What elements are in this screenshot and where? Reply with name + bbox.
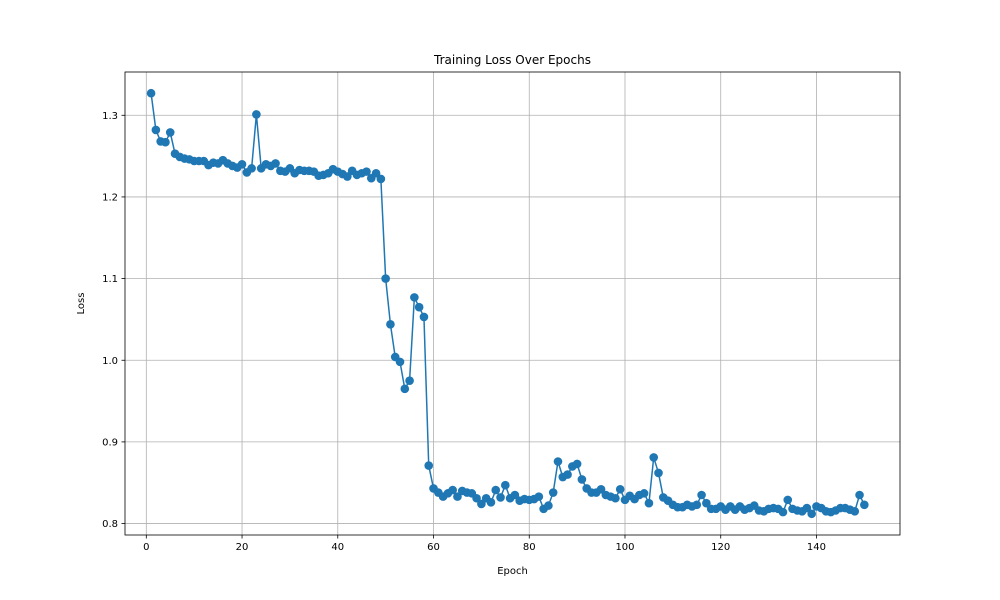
- x-axis-label: Epoch: [497, 566, 528, 577]
- data-point: [496, 493, 505, 502]
- x-tick-label: 60: [427, 542, 440, 553]
- series-loss: [146, 88, 869, 519]
- data-point: [611, 493, 620, 503]
- x-tick-label: 80: [523, 542, 536, 553]
- x-tick-label: 140: [807, 542, 826, 553]
- data-point: [247, 164, 256, 173]
- data-point: [252, 110, 261, 119]
- data-point: [343, 172, 352, 181]
- data-point: [424, 461, 434, 470]
- data-point: [400, 384, 410, 394]
- y-tick-label: 1.0: [102, 356, 118, 367]
- y-tick-label: 1.2: [102, 192, 118, 203]
- x-tick-label: 100: [615, 542, 634, 553]
- chart-title: Training Loss Over Epochs: [433, 53, 591, 67]
- data-point: [577, 475, 587, 484]
- data-point: [802, 503, 812, 513]
- data-point: [649, 453, 659, 462]
- data-point: [850, 507, 860, 516]
- data-point: [405, 376, 414, 385]
- data-point: [237, 159, 247, 169]
- axis-ticks: 0 20 40 60 80 100 120 140 0.8 0.9 1.0 1.1 1.2 1.3: [102, 111, 826, 553]
- data-point: [644, 498, 654, 508]
- data-point: [807, 509, 816, 519]
- data-point: [410, 293, 419, 302]
- data-point: [491, 485, 501, 495]
- data-point: [860, 500, 869, 510]
- data-point: [371, 168, 381, 178]
- data-point: [501, 480, 510, 490]
- data-point: [544, 501, 553, 510]
- data-point: [414, 302, 424, 312]
- data-point: [419, 312, 429, 322]
- data-point: [376, 174, 386, 184]
- y-tick-label: 0.8: [102, 519, 118, 530]
- y-tick-label: 1.1: [102, 274, 118, 285]
- data-point: [563, 470, 572, 479]
- data-point: [386, 320, 395, 329]
- y-tick-label: 1.3: [102, 111, 118, 122]
- data-point: [395, 357, 405, 367]
- data-point: [702, 498, 711, 508]
- data-point: [553, 457, 563, 466]
- x-tick-label: 20: [236, 542, 249, 553]
- grid-lines: [125, 72, 900, 535]
- data-point: [381, 274, 390, 283]
- y-axis-label: Loss: [76, 293, 87, 315]
- data-point: [778, 507, 788, 517]
- data-point: [362, 167, 371, 176]
- data-point: [654, 468, 663, 478]
- data-point: [855, 490, 864, 500]
- data-point: [165, 128, 175, 137]
- y-tick-label: 0.9: [102, 437, 118, 448]
- data-point: [534, 492, 544, 501]
- data-point: [472, 493, 481, 503]
- x-tick-label: 40: [331, 542, 344, 553]
- data-point: [486, 498, 496, 507]
- data-point: [161, 137, 170, 147]
- data-point: [783, 495, 793, 505]
- data-point: [615, 484, 625, 494]
- x-tick-label: 0: [143, 542, 149, 553]
- data-point: [548, 488, 558, 497]
- data-point: [453, 492, 462, 501]
- data-point: [639, 489, 649, 498]
- data-point: [572, 459, 582, 469]
- data-point: [448, 485, 457, 495]
- data-point: [271, 159, 280, 168]
- data-point: [697, 490, 706, 500]
- data-point: [146, 88, 156, 98]
- plot-frame: [124, 71, 901, 536]
- data-point: [151, 125, 161, 135]
- data-point: [477, 499, 486, 509]
- x-tick-label: 120: [711, 542, 730, 553]
- data-point: [510, 490, 520, 500]
- data-point: [596, 484, 606, 494]
- data-point: [692, 500, 702, 510]
